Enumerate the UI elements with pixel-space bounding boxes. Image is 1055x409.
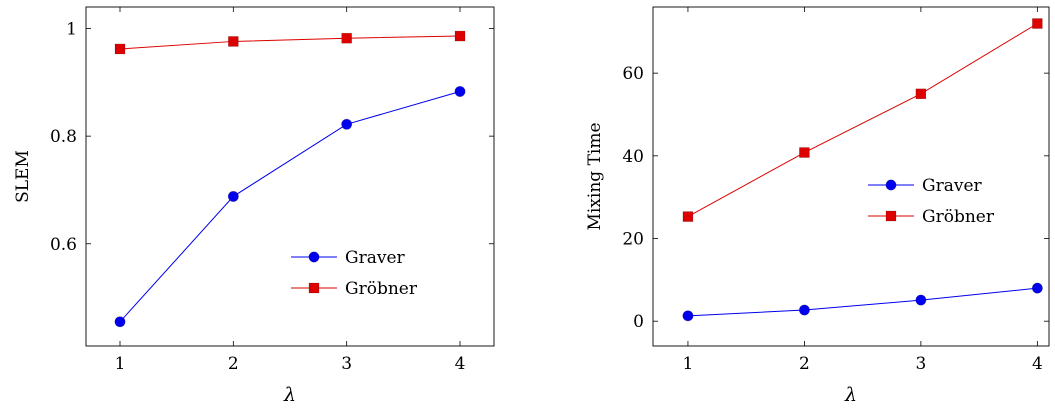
legend-marker	[308, 282, 320, 294]
data-point	[682, 310, 694, 322]
series-graver	[114, 85, 466, 328]
legend-label: Graver	[345, 248, 406, 268]
data-point	[341, 118, 353, 130]
data-point	[1032, 18, 1043, 29]
plot-frame	[652, 6, 1050, 347]
data-point	[1031, 282, 1043, 294]
data-point	[799, 147, 810, 158]
y-tick-label: 20	[622, 230, 644, 250]
y-tick-label: 0	[633, 312, 644, 332]
x-tick-label: 1	[115, 354, 126, 374]
series-graver	[682, 282, 1043, 322]
data-point	[454, 30, 466, 42]
x-tick-label: 4	[1032, 354, 1043, 374]
legend-label: Gröbner	[345, 279, 418, 299]
data-point	[114, 43, 126, 55]
legend-label: Gröbner	[922, 207, 995, 227]
x-tick-label: 2	[228, 354, 239, 374]
y-tick-label: 1	[66, 20, 77, 40]
y-tick-label: 0.6	[50, 235, 77, 255]
series-line	[119, 91, 461, 323]
data-point	[454, 85, 466, 97]
x-tick-label: 1	[683, 354, 694, 374]
series-grbner	[682, 18, 1043, 222]
legend: Graver Gröbner	[291, 248, 418, 299]
series-grbner	[114, 30, 466, 55]
legend-marker	[885, 179, 897, 191]
data-point	[227, 190, 239, 202]
data-point	[114, 316, 126, 328]
legend: Graver Gröbner	[868, 176, 995, 227]
data-point	[798, 304, 810, 316]
y-axis-label: SLEM	[13, 150, 33, 203]
x-tick-label: 2	[799, 354, 810, 374]
data-point	[228, 36, 239, 47]
chart-1: 1 2 3 4 0.6 0.8 1 λ SLEM Graver Gröbner	[13, 6, 495, 406]
y-axis-label: Mixing Time	[585, 122, 605, 230]
series-line	[687, 287, 1038, 317]
y-tick-label: 60	[622, 64, 644, 84]
plot-frame	[85, 6, 495, 347]
data-point	[915, 294, 927, 306]
x-axis-label: λ	[844, 384, 857, 406]
x-tick-label: 3	[341, 354, 352, 374]
legend-marker	[308, 251, 320, 263]
x-tick-label: 4	[455, 354, 466, 374]
data-point	[682, 211, 694, 222]
data-point	[915, 88, 927, 100]
y-tick-label: 40	[622, 147, 644, 167]
x-axis-label: λ	[283, 384, 296, 406]
series-line	[119, 35, 461, 50]
legend-label: Graver	[922, 176, 983, 196]
series-line	[687, 23, 1038, 218]
data-point	[341, 32, 352, 44]
legend-marker	[885, 210, 897, 222]
y-tick-label: 0.8	[50, 127, 77, 147]
x-tick-label: 3	[915, 354, 926, 374]
